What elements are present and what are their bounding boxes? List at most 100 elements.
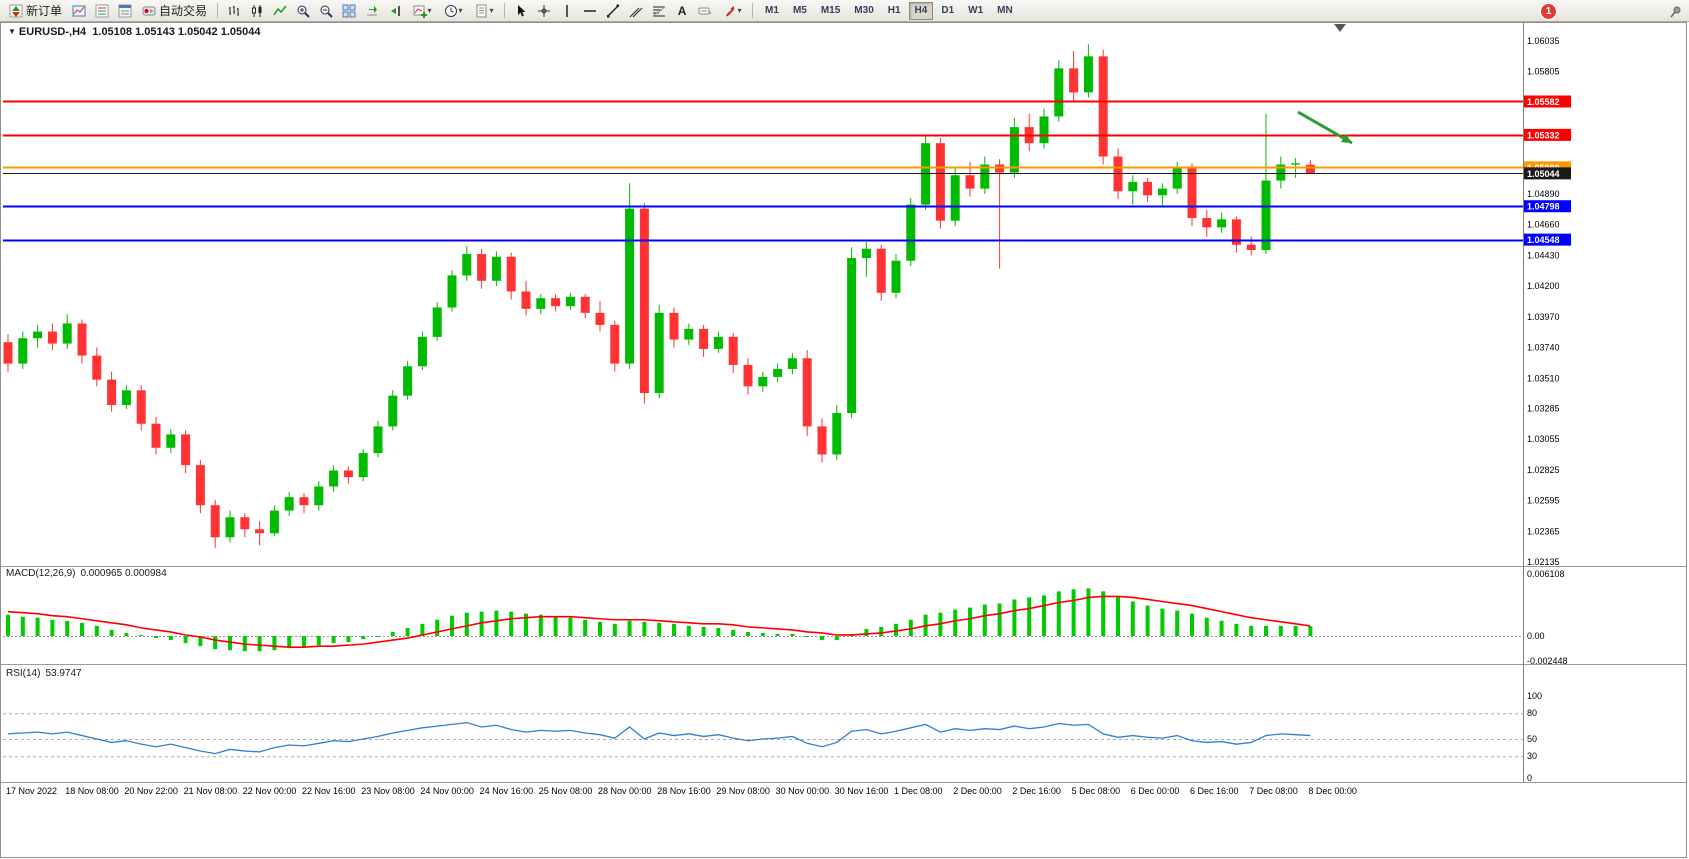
price-tick-label: 1.02135 [1527, 557, 1560, 567]
main-toolbar: 新订单 自动交易 ▾ ▾ ▾ [0, 0, 1689, 22]
data-window-button[interactable] [114, 2, 136, 20]
auto-scroll-icon [367, 5, 378, 15]
chart-symbol-info: ▼ EURUSD-,H4 1.05108 1.05143 1.05042 1.05… [8, 26, 260, 38]
zoom-out-button[interactable] [315, 2, 337, 20]
chart-shift-button[interactable] [384, 2, 406, 20]
candlestick-chart-button[interactable] [246, 2, 268, 20]
timeframe-button-D1[interactable]: D1 [941, 4, 955, 16]
cursor-button[interactable] [510, 2, 532, 20]
text-label-button[interactable] [694, 2, 716, 20]
notification-count: 1 [1545, 6, 1552, 17]
chart-window[interactable] [0, 22, 1687, 858]
price-tick-label: 1.04430 [1527, 250, 1560, 260]
cursor-icon [518, 4, 526, 16]
bar-chart-button[interactable] [223, 2, 245, 20]
auto-scroll-button[interactable] [361, 2, 383, 20]
equidistant-channel-icon [629, 7, 643, 17]
price-tick-label: 1.04890 [1527, 189, 1560, 199]
time-axis-label: 29 Nov 08:00 [716, 786, 770, 796]
price-tick-label: 1.02365 [1527, 526, 1560, 536]
horizontal-line-icon [584, 9, 597, 12]
text-label-icon [698, 7, 712, 14]
arrow-annotation[interactable] [1297, 110, 1353, 145]
autotrading-button[interactable]: 自动交易 [137, 2, 212, 20]
chart-shift-marker[interactable] [1334, 24, 1346, 32]
chart-shift-icon [391, 5, 401, 16]
market-watch-icon [95, 4, 109, 17]
time-axis[interactable]: 17 Nov 2022 18 Nov 08:00 20 Nov 22:00 21 No… [6, 786, 1357, 796]
macd-tick-label: 0.00 [1527, 631, 1545, 641]
rsi-tick-label: 100 [1527, 691, 1542, 701]
resistance-price-badge-label: 1.05332 [1527, 130, 1560, 140]
time-axis-label: 20 Nov 22:00 [124, 786, 178, 796]
horizontal-line-button[interactable] [579, 2, 601, 20]
candlesticks [3, 44, 1315, 548]
time-axis-label: 30 Nov 00:00 [776, 786, 830, 796]
price-tick-label: 1.06035 [1527, 36, 1560, 46]
periods-dropdown-button[interactable]: ▾ [438, 2, 468, 20]
rsi-tick-label: 50 [1527, 734, 1537, 744]
rsi-tick-label: 80 [1527, 708, 1537, 718]
resistance-price-badge [1524, 128, 1571, 141]
price-axis[interactable]: 1.06035 1.05805 1.04890 1.04660 1.04430 1.042… [1524, 36, 1571, 567]
time-axis-label: 28 Nov 00:00 [598, 786, 652, 796]
arrows-dropdown-button[interactable]: ▾ [717, 2, 747, 20]
market-watch-button[interactable] [91, 2, 113, 20]
templates-dropdown-button[interactable]: ▾ [469, 2, 499, 20]
timeframe-button-M5[interactable]: M5 [792, 4, 807, 16]
fibonacci-button[interactable] [648, 2, 670, 20]
rsi-name: RSI(14) [6, 668, 41, 679]
chevron-down-icon: ▾ [458, 6, 463, 15]
vertical-line-button[interactable] [556, 2, 578, 20]
fibonacci-icon [652, 6, 666, 16]
line-chart-button[interactable] [269, 2, 291, 20]
time-axis-label: 22 Nov 16:00 [302, 786, 356, 796]
timeframe-button-W1[interactable]: W1 [968, 4, 984, 16]
tile-windows-button[interactable] [338, 2, 360, 20]
equidistant-channel-button[interactable] [625, 2, 647, 20]
macd-tick-label: -0.002448 [1527, 656, 1568, 666]
macd-signal-line [7, 595, 1311, 648]
timeframe-button-M1[interactable]: M1 [765, 4, 779, 16]
timeframe-button-H4[interactable]: H4 [908, 1, 934, 20]
time-axis-label: 7 Dec 08:00 [1249, 786, 1298, 796]
data-window-icon [118, 4, 132, 17]
zoom-in-button[interactable] [292, 2, 314, 20]
bid-price-badge [1524, 167, 1571, 180]
timeframe-button-MN[interactable]: MN [997, 4, 1013, 16]
arrow-object-icon [725, 5, 734, 16]
new-chart-dropdown-button[interactable]: ▾ [407, 2, 437, 20]
new-order-button[interactable]: 新订单 [4, 2, 67, 20]
pin-button[interactable] [1667, 3, 1683, 19]
chart-window-button[interactable] [68, 2, 90, 20]
timeframe-toolbar: M1 M5 M15 M30 H1 H4 D1 W1 MN [758, 1, 1020, 20]
ohlc-readout: EURUSD-,H4 1.05108 1.05143 1.05042 1.050… [18, 26, 261, 38]
trendline-button[interactable] [602, 2, 624, 20]
time-axis-label: 18 Nov 08:00 [65, 786, 119, 796]
support-price-badge [1524, 200, 1571, 213]
price-tick-label: 1.04200 [1527, 281, 1560, 291]
price-tick-label: 1.02595 [1527, 496, 1560, 506]
chevron-down-icon: ▾ [427, 6, 432, 15]
macd-name: MACD(12,26,9) [6, 568, 76, 579]
one-click-trading-arrow-icon[interactable]: ▼ [8, 27, 16, 36]
price-tick-label: 1.03970 [1527, 312, 1560, 322]
rsi-value: 53.9747 [45, 668, 82, 679]
time-axis-label: 23 Nov 08:00 [361, 786, 415, 796]
text-button[interactable]: A [671, 2, 693, 20]
price-tick-label: 1.05805 [1527, 67, 1560, 77]
rsi-tick-label: 30 [1527, 751, 1537, 761]
notification-badge[interactable]: 1 [1540, 3, 1557, 20]
price-tick-label: 1.03055 [1527, 434, 1560, 444]
timeframe-button-M30[interactable]: M30 [854, 4, 874, 16]
macd-tick-label: 0.006108 [1527, 569, 1565, 579]
time-axis-label: 6 Dec 16:00 [1190, 786, 1239, 796]
crosshair-button[interactable] [533, 2, 555, 20]
price-tick-label: 1.04660 [1527, 220, 1560, 230]
time-axis-label: 30 Nov 16:00 [835, 786, 889, 796]
timeframe-button-M15[interactable]: M15 [820, 4, 841, 16]
time-axis-label: 28 Nov 16:00 [657, 786, 711, 796]
timeframe-button-H1[interactable]: H1 [887, 4, 901, 16]
resistance-price-badge [1524, 95, 1571, 108]
